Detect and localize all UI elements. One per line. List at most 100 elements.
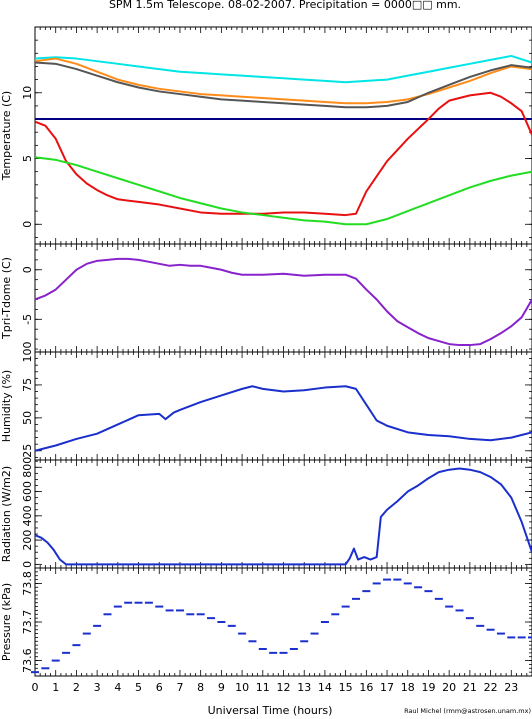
y-tick-label: 5 xyxy=(21,155,34,162)
pressure-point xyxy=(383,578,392,581)
pressure-point xyxy=(41,667,50,670)
panel-radiation-frame xyxy=(34,459,532,569)
pressure-point xyxy=(393,578,402,581)
pressure-point xyxy=(258,648,267,650)
pressure-point xyxy=(372,582,381,585)
x-tick-label: 14 xyxy=(318,681,332,694)
pressure-point xyxy=(351,597,360,600)
pressure-point xyxy=(165,609,174,612)
panel-tpri-tdome-series xyxy=(34,257,532,347)
x-tick-label: 18 xyxy=(401,681,415,694)
series-line-temperature-0 xyxy=(34,54,532,84)
pressure-point xyxy=(414,586,423,589)
panel-humidity-series xyxy=(34,385,532,452)
panel-radiation-ticks: 0 200 400 600 800 xyxy=(21,457,532,568)
y-tick-label: 25 xyxy=(21,444,34,458)
pressure-point xyxy=(175,609,184,612)
pressure-point xyxy=(134,601,143,604)
series-line-tpri-tdome-0 xyxy=(34,257,532,347)
x-tick-label: 7 xyxy=(176,681,183,694)
y-tick-label: 800 xyxy=(21,457,34,478)
x-tick-label: 16 xyxy=(359,681,373,694)
y-tick-label: 0 xyxy=(21,221,34,228)
panel-tpri-tdome-ylabel: Tpri-Tdome (C) xyxy=(0,257,13,340)
panel-humidity-ylabel: Humidity (%) xyxy=(0,370,13,442)
pressure-point xyxy=(434,597,443,600)
pressure-point xyxy=(486,628,495,631)
panel-radiation-ylabel: Radiation (W/m2) xyxy=(0,466,13,562)
y-tick-label: 75 xyxy=(21,378,34,392)
series-line-humidity-0 xyxy=(34,385,532,452)
x-tick-label: 0 xyxy=(32,681,39,694)
y-tick-label: 400 xyxy=(21,505,34,526)
panel-humidity-frame xyxy=(34,351,532,461)
pressure-point xyxy=(403,582,412,585)
y-tick-label: 73.8 xyxy=(21,571,34,596)
pressure-point xyxy=(217,621,226,623)
pressure-point xyxy=(455,609,464,612)
x-tick-label: 2 xyxy=(73,681,80,694)
pressure-point xyxy=(186,613,195,616)
y-tick-label: -5 xyxy=(21,314,34,325)
pressure-point xyxy=(82,632,91,635)
panel-radiation-series xyxy=(34,467,532,566)
x-tick-label: 5 xyxy=(135,681,142,694)
y-tick-label: 73.6 xyxy=(21,648,34,673)
panel-pressure-ylabel: Pressure (kPa) xyxy=(0,583,13,661)
panel-pressure-frame xyxy=(34,567,532,677)
pressure-point xyxy=(207,617,216,620)
x-tick-label: 12 xyxy=(277,681,291,694)
panel-radiation: 0 200 400 600 800 Radiation (W/m2) xyxy=(0,457,532,569)
panel-temperature-series xyxy=(34,54,532,226)
x-tick-label: 19 xyxy=(421,681,435,694)
pressure-point xyxy=(93,624,102,627)
pressure-point xyxy=(124,601,133,604)
x-tick-label: 9 xyxy=(218,681,225,694)
pressure-point xyxy=(310,632,319,635)
y-tick-label: 10 xyxy=(21,86,34,100)
pressure-point xyxy=(424,590,433,593)
y-tick-label: 100 xyxy=(21,342,34,363)
x-tick-label: 23 xyxy=(504,681,518,694)
panel-pressure-ticks: 73.6 73.7 73.8 xyxy=(21,567,532,677)
pressure-point xyxy=(144,601,153,604)
pressure-point xyxy=(279,651,288,654)
y-tick-label: 73.7 xyxy=(21,610,34,635)
pressure-point xyxy=(331,613,340,616)
x-tick-label: 22 xyxy=(484,681,498,694)
x-tick-label: 10 xyxy=(235,681,249,694)
pressure-point xyxy=(155,605,164,608)
x-tick-label: 13 xyxy=(297,681,311,694)
x-tick-label: 6 xyxy=(156,681,163,694)
x-tick-label: 21 xyxy=(463,681,477,694)
pressure-point xyxy=(362,590,371,593)
pressure-point xyxy=(113,605,122,608)
pressure-point xyxy=(196,613,205,616)
series-line-temperature-4 xyxy=(34,91,532,217)
x-tick-label: 11 xyxy=(256,681,270,694)
series-line-temperature-1 xyxy=(34,57,532,105)
y-tick-label: 200 xyxy=(21,530,34,551)
pressure-point xyxy=(528,636,532,639)
panel-pressure: 73.6 73.7 73.8 Pressure (kPa) xyxy=(0,567,532,677)
pressure-point xyxy=(496,632,505,635)
series-line-temperature-5 xyxy=(34,156,532,226)
panel-tpri-tdome: 0 -5 Tpri-Tdome (C) xyxy=(0,243,532,353)
y-tick-label: 50 xyxy=(21,411,34,425)
pressure-point xyxy=(248,640,257,643)
pressure-point xyxy=(103,613,112,616)
pressure-point xyxy=(31,671,39,674)
pressure-point xyxy=(517,636,526,639)
x-tick-label: 4 xyxy=(114,681,121,694)
pressure-point xyxy=(227,624,236,627)
x-tick-label: 20 xyxy=(442,681,456,694)
pressure-point xyxy=(62,651,71,654)
pressure-point xyxy=(507,636,516,639)
y-tick-label: 0 xyxy=(21,561,34,568)
series-line-temperature-2 xyxy=(34,61,532,109)
x-axis-label: Universal Time (hours) xyxy=(208,704,333,717)
x-tick-label: 15 xyxy=(339,681,353,694)
pressure-point xyxy=(320,621,329,623)
pressure-point xyxy=(341,605,350,608)
